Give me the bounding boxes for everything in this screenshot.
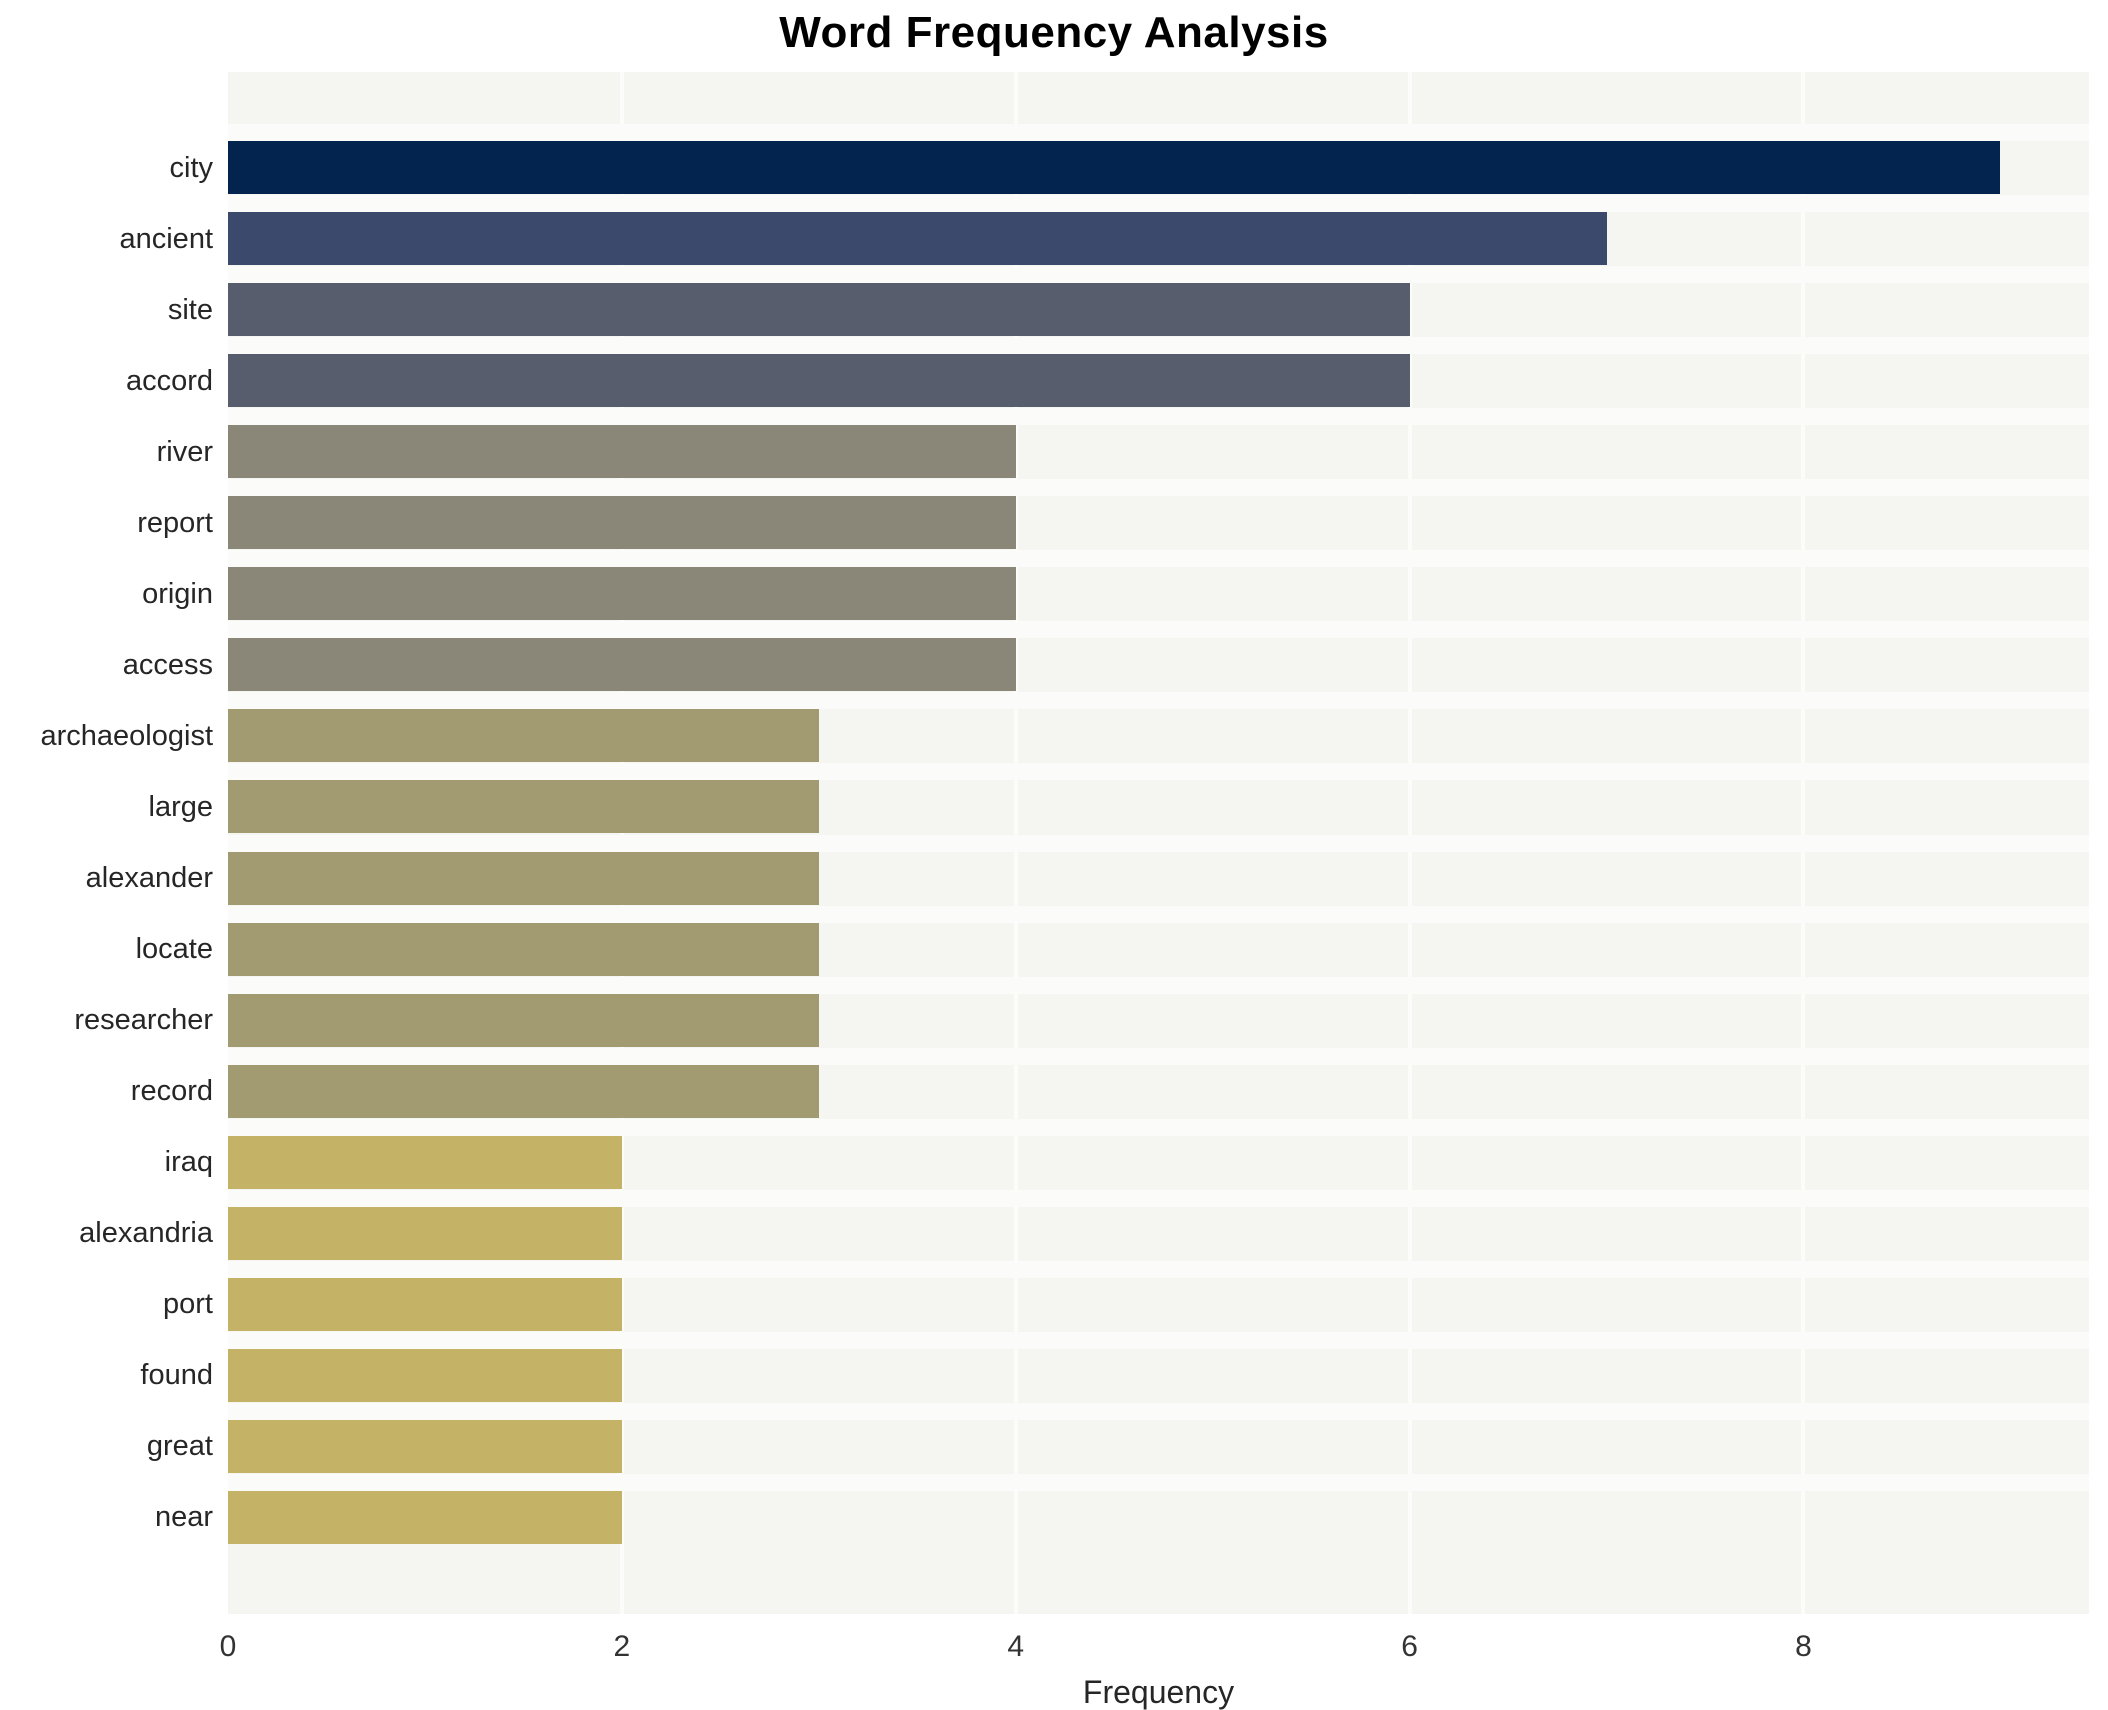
bar-found — [228, 1348, 622, 1402]
row-gap — [228, 1047, 2089, 1065]
y-label-alexander: alexander — [85, 862, 213, 894]
row-gap — [228, 692, 2089, 710]
bar-origin — [228, 567, 1016, 621]
row-gap — [228, 124, 2089, 141]
row-gap — [228, 1402, 2089, 1420]
y-label-accord: accord — [125, 364, 213, 397]
x-tick-8: 8 — [1795, 1630, 1812, 1663]
y-label-found: found — [140, 1359, 213, 1392]
y-label-port: port — [163, 1288, 213, 1321]
bar-port — [228, 1277, 622, 1331]
row-gap — [228, 834, 2089, 852]
bar-site — [228, 283, 1410, 337]
bar-access — [228, 638, 1016, 692]
bar-locate — [228, 922, 819, 976]
row-gap — [228, 905, 2089, 923]
chart-title: Word Frequency Analysis — [779, 8, 1329, 57]
bar-large — [228, 780, 819, 834]
row-gap — [228, 1473, 2089, 1491]
bar-river — [228, 425, 1016, 479]
x-tick-0: 0 — [219, 1630, 237, 1663]
y-label-iraq: iraq — [164, 1146, 213, 1179]
y-label-city: city — [169, 151, 214, 184]
y-label-large: large — [148, 790, 214, 823]
row-gap — [228, 763, 2089, 781]
y-label-ancient: ancient — [119, 222, 213, 255]
row-gap — [228, 1331, 2089, 1349]
y-label-access: access — [122, 648, 213, 681]
row-gap — [228, 1189, 2089, 1207]
bar-great — [228, 1419, 622, 1473]
bar-near — [228, 1490, 622, 1544]
row-gap — [228, 337, 2089, 355]
y-label-archaeologist: archaeologist — [40, 719, 214, 752]
row-gap — [228, 976, 2089, 994]
row-gap — [228, 266, 2089, 284]
bar-record — [228, 1064, 819, 1118]
row-gap — [228, 621, 2089, 639]
bar-ancient — [228, 212, 1607, 266]
bar-alexandria — [228, 1206, 622, 1260]
bar-city — [228, 141, 2001, 194]
bar-report — [228, 496, 1016, 550]
y-label-researcher: researcher — [74, 1004, 213, 1037]
bar-accord — [228, 354, 1410, 408]
bar-iraq — [228, 1135, 622, 1189]
y-label-alexandria: alexandria — [79, 1217, 213, 1250]
row-gap — [228, 1118, 2089, 1136]
y-label-site: site — [167, 293, 213, 326]
y-label-river: river — [156, 435, 213, 468]
bar-alexander — [228, 851, 819, 905]
row-gap — [228, 408, 2089, 426]
x-tick-2: 2 — [613, 1630, 631, 1663]
row-gap — [228, 479, 2089, 497]
y-label-report: report — [137, 506, 213, 539]
y-label-great: great — [146, 1430, 213, 1463]
bar-archaeologist — [228, 709, 819, 763]
x-axis-label: Frequency — [1082, 1674, 1235, 1710]
plot-area — [228, 72, 2089, 1614]
bar-researcher — [228, 993, 819, 1047]
row-gap — [228, 1260, 2089, 1278]
row-gap — [228, 550, 2089, 568]
y-label-near: near — [154, 1501, 213, 1534]
x-tick-4: 4 — [1007, 1630, 1025, 1663]
y-label-origin: origin — [142, 577, 213, 610]
y-label-record: record — [130, 1075, 213, 1108]
x-tick-6: 6 — [1401, 1630, 1418, 1663]
y-label-locate: locate — [135, 933, 213, 966]
row-gap — [228, 195, 2089, 213]
